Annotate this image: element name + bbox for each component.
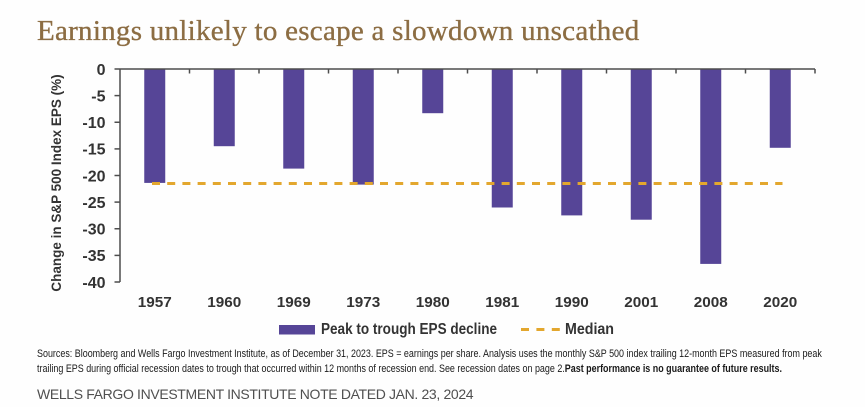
svg-text:-25: -25 — [82, 195, 105, 212]
svg-text:1980: 1980 — [416, 294, 450, 311]
svg-text:2001: 2001 — [624, 294, 658, 311]
svg-text:1960: 1960 — [207, 294, 241, 311]
svg-text:1981: 1981 — [485, 294, 519, 311]
svg-text:-40: -40 — [82, 275, 105, 292]
svg-text:-30: -30 — [82, 222, 105, 239]
svg-text:0: 0 — [97, 62, 106, 79]
svg-text:1969: 1969 — [277, 294, 311, 311]
svg-text:-10: -10 — [82, 115, 105, 132]
svg-text:2020: 2020 — [763, 294, 797, 311]
svg-text:Peak to trough EPS decline: Peak to trough EPS decline — [321, 321, 497, 338]
svg-text:-15: -15 — [82, 142, 105, 159]
svg-text:-35: -35 — [82, 248, 105, 265]
svg-text:-20: -20 — [82, 168, 105, 185]
svg-text:Median: Median — [565, 321, 614, 338]
svg-text:2008: 2008 — [694, 294, 728, 311]
svg-text:1957: 1957 — [138, 294, 172, 311]
svg-text:Change in S&P 500 Index EPS (%: Change in S&P 500 Index EPS (%) — [49, 74, 64, 291]
svg-text:1990: 1990 — [555, 294, 589, 311]
svg-text:-5: -5 — [91, 88, 105, 105]
svg-text:1973: 1973 — [346, 294, 380, 311]
